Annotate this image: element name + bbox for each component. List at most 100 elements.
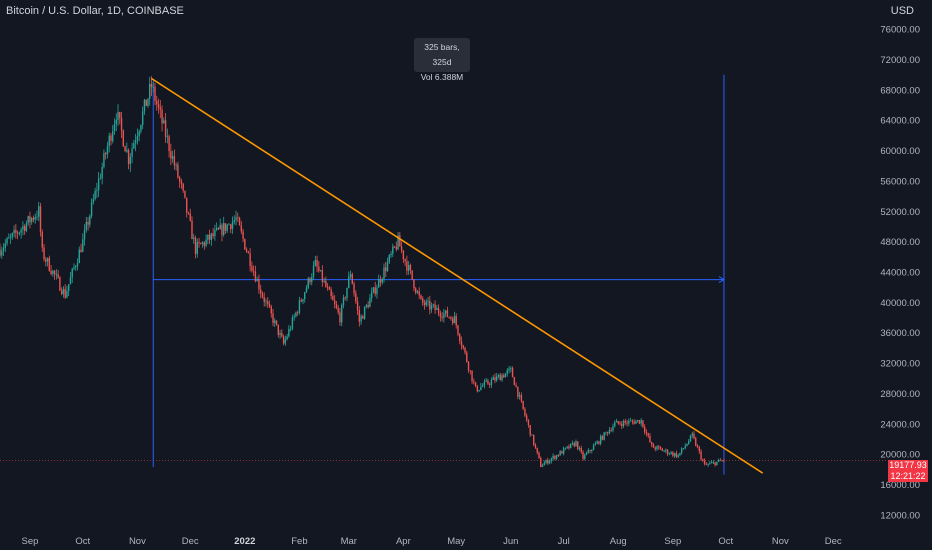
price-axis[interactable]: 76000.00 72000.00 68000.00 64000.00 60000.00… bbox=[880, 25, 920, 522]
candle-body bbox=[173, 156, 176, 166]
measure-arrow-icon bbox=[718, 276, 725, 284]
candle-body bbox=[643, 426, 646, 433]
candle-body bbox=[582, 451, 584, 459]
candle-body bbox=[436, 308, 438, 310]
candle-body bbox=[62, 288, 65, 294]
candle-body bbox=[589, 450, 591, 452]
candle-body bbox=[496, 376, 498, 381]
candle-body bbox=[328, 287, 331, 290]
candle-body bbox=[666, 449, 669, 455]
candle-body bbox=[20, 229, 22, 233]
candle-body bbox=[557, 455, 560, 456]
candle-body bbox=[693, 433, 695, 439]
candle-body bbox=[333, 300, 336, 304]
candle-body bbox=[156, 100, 158, 105]
candle-body bbox=[543, 462, 545, 466]
candle-body bbox=[293, 316, 295, 318]
candle-body bbox=[106, 146, 109, 155]
candle-body bbox=[166, 136, 169, 138]
candle-body bbox=[626, 422, 628, 424]
candle-body bbox=[4, 243, 6, 248]
candle-body bbox=[78, 249, 80, 264]
candle-body bbox=[247, 251, 250, 254]
candle-body bbox=[487, 380, 489, 384]
candle-body bbox=[55, 274, 58, 276]
candle-body bbox=[619, 423, 621, 425]
candle-body bbox=[252, 270, 255, 272]
last-price-value: 19177.93 bbox=[889, 460, 927, 470]
candle-body bbox=[467, 361, 470, 371]
candle-body bbox=[302, 299, 304, 302]
candle-body bbox=[152, 86, 154, 88]
y-tick-label: 44000.00 bbox=[880, 268, 920, 279]
candle-body bbox=[228, 224, 230, 226]
candle-body bbox=[647, 433, 649, 436]
candle-body bbox=[194, 237, 197, 254]
candle-body bbox=[110, 135, 112, 141]
candle-body bbox=[513, 377, 516, 386]
candle-body bbox=[437, 308, 440, 314]
candle-body bbox=[691, 433, 693, 436]
candle-body bbox=[161, 109, 163, 124]
candle-body bbox=[288, 328, 290, 337]
candle-body bbox=[571, 442, 574, 444]
candle-body bbox=[621, 424, 623, 427]
candle-body bbox=[200, 243, 202, 245]
y-tick-label: 40000.00 bbox=[880, 298, 920, 309]
candle-body bbox=[141, 111, 144, 126]
candle-body bbox=[717, 459, 720, 462]
x-tick-label: Mar bbox=[341, 536, 357, 547]
candle-body bbox=[695, 438, 697, 446]
candle-body bbox=[705, 463, 708, 465]
candle-body bbox=[529, 425, 531, 435]
candle-body bbox=[205, 239, 207, 246]
candle-body bbox=[418, 291, 420, 296]
candle-body bbox=[159, 107, 161, 110]
candle-body bbox=[610, 430, 612, 431]
candle-body bbox=[709, 463, 711, 465]
candle-body bbox=[309, 278, 311, 283]
candle-body bbox=[635, 421, 637, 424]
candle-body bbox=[367, 305, 369, 308]
candle-body bbox=[76, 263, 79, 267]
candle-body bbox=[506, 370, 508, 374]
candle-body bbox=[353, 283, 355, 294]
time-axis[interactable]: Sep Oct Nov Dec 2022 Feb Mar Apr May Jun Jul Aug Sep… bbox=[21, 536, 841, 547]
trendline-line[interactable] bbox=[151, 77, 764, 474]
candle-body bbox=[351, 274, 353, 284]
candle-body bbox=[168, 136, 170, 152]
candle-body bbox=[441, 316, 443, 318]
x-tick-label: Nov bbox=[772, 536, 789, 547]
candle-body bbox=[689, 435, 692, 442]
candle-body bbox=[652, 444, 655, 448]
x-tick-label: Oct bbox=[718, 536, 733, 547]
candle-body bbox=[719, 459, 722, 461]
candle-body bbox=[485, 380, 487, 382]
candle-body bbox=[92, 199, 95, 203]
candle-body bbox=[700, 451, 702, 460]
candle-body bbox=[397, 235, 399, 250]
candle-body bbox=[39, 206, 42, 232]
candle-body bbox=[480, 386, 482, 391]
candle-body bbox=[2, 247, 5, 252]
measure-tool[interactable] bbox=[152, 74, 725, 475]
candle-body bbox=[326, 286, 329, 288]
candle-body bbox=[341, 304, 343, 323]
candle-body bbox=[346, 287, 348, 299]
candle-body bbox=[525, 415, 528, 421]
candle-body bbox=[321, 270, 324, 282]
candle-body bbox=[451, 318, 454, 324]
candle-body bbox=[534, 444, 537, 448]
candle-body bbox=[221, 224, 223, 236]
candle-body bbox=[41, 231, 43, 248]
candle-body bbox=[383, 267, 385, 280]
last-price-badge: 19177.93 12:21:22 bbox=[888, 460, 928, 482]
candle-body bbox=[612, 426, 614, 431]
candle-body bbox=[587, 450, 590, 454]
candle-body bbox=[596, 441, 598, 444]
candle-body bbox=[267, 301, 269, 304]
candle-body bbox=[59, 277, 61, 291]
trendline[interactable] bbox=[151, 77, 764, 474]
